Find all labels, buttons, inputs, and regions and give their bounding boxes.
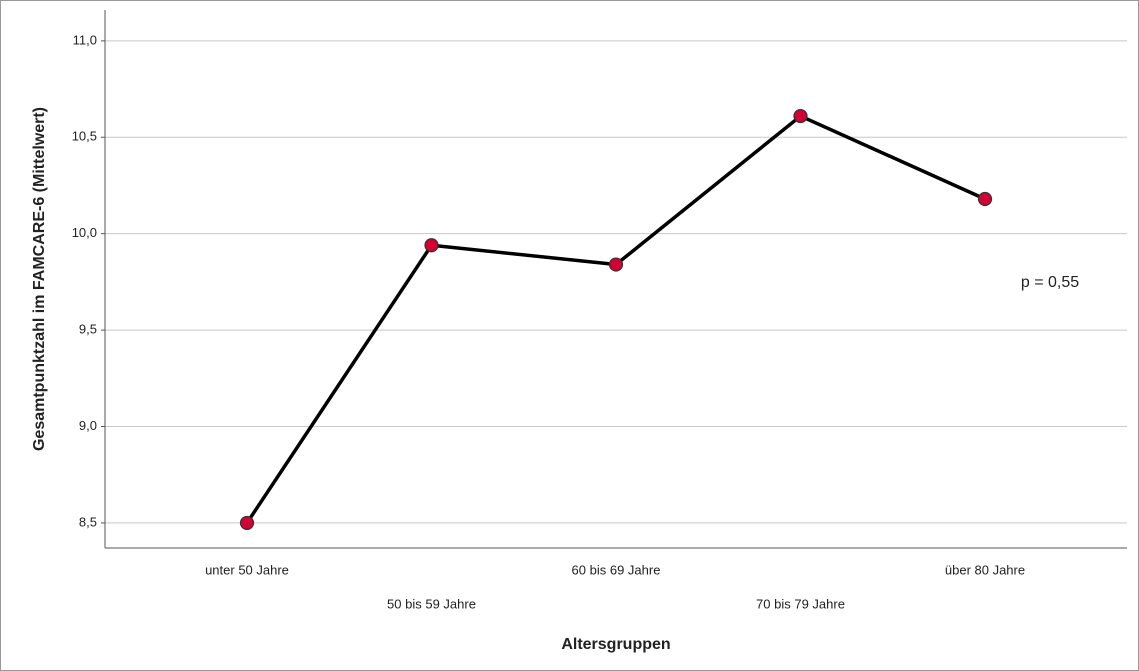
marker <box>793 108 808 124</box>
y-tick-label: 8,5 <box>79 514 97 529</box>
y-tick-label: 11,0 <box>73 32 97 47</box>
marker <box>239 515 255 531</box>
marker <box>977 191 993 207</box>
x-tick-label: über 80 Jahre <box>945 562 1025 577</box>
x-tick-label: 60 bis 69 Jahre <box>572 562 661 577</box>
y-tick-label: 10,5 <box>72 129 97 144</box>
marker <box>608 257 624 272</box>
x-tick-label: 50 bis 59 Jahre <box>387 596 476 611</box>
x-axis-label: Altersgruppen <box>561 636 670 653</box>
y-tick-label: 9,5 <box>79 322 97 337</box>
y-tick-label: 10,0 <box>72 225 97 240</box>
annotation: p = 0,55 <box>1021 274 1079 291</box>
x-tick-label: unter 50 Jahre <box>205 562 289 577</box>
x-tick-label: 70 bis 79 Jahre <box>756 596 845 611</box>
y-axis-label: Gesamtpunktzahl im FAMCARE-6 (Mittelwert… <box>31 107 48 451</box>
marker <box>424 238 439 253</box>
y-tick-label: 9,0 <box>79 418 97 433</box>
